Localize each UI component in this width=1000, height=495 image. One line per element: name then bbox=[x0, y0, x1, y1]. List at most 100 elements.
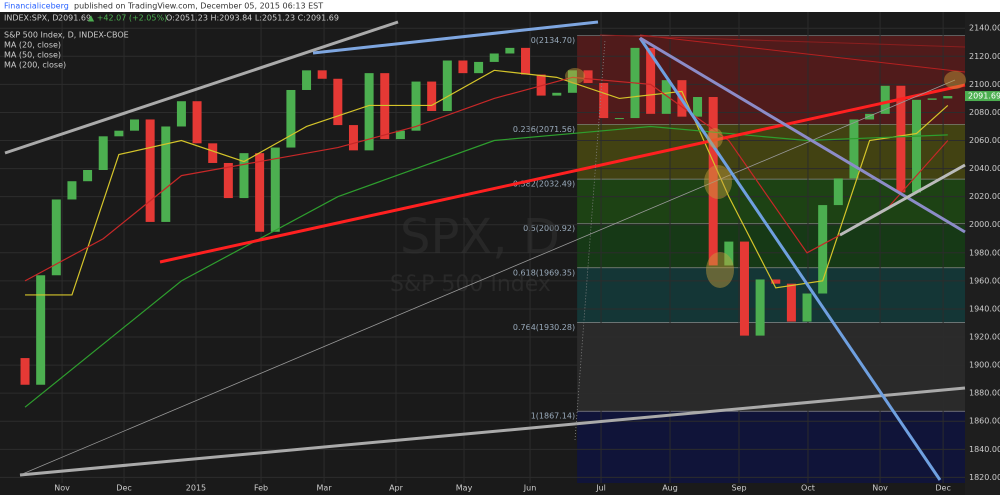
y-tick-label: 2140.00 bbox=[969, 24, 1000, 33]
candle-body bbox=[927, 98, 937, 100]
y-tick-label: 1920.00 bbox=[969, 333, 1000, 342]
x-tick-label: Oct bbox=[801, 484, 815, 493]
candle-body bbox=[583, 70, 593, 83]
trendline bbox=[639, 36, 966, 234]
candle-body bbox=[411, 81, 421, 131]
fib-trend bbox=[574, 39, 606, 441]
trendlines bbox=[4, 20, 966, 481]
candle-body bbox=[364, 73, 374, 151]
y-tick-label: 1840.00 bbox=[969, 445, 1000, 454]
fib-band bbox=[577, 267, 965, 323]
candle-body bbox=[395, 130, 405, 140]
trendline bbox=[839, 163, 966, 237]
candle-body bbox=[36, 275, 46, 385]
candle-body bbox=[912, 99, 922, 193]
price-tag bbox=[965, 91, 1000, 102]
x-tick-label: Jun bbox=[523, 484, 537, 493]
last: 2091.69 bbox=[58, 14, 91, 23]
trendline bbox=[19, 386, 966, 477]
candle-body bbox=[896, 85, 906, 193]
candle-body bbox=[802, 293, 812, 322]
candle-body bbox=[661, 80, 671, 114]
x-tick-label: Nov bbox=[54, 484, 70, 493]
legend-title: S&P 500 Index, D, INDEX-CBOE bbox=[4, 31, 129, 40]
candle-body bbox=[20, 358, 30, 385]
legend-entry: MA (20, close) bbox=[4, 41, 61, 50]
x-tick-label: Mar bbox=[317, 484, 333, 493]
info-line: INDEX:SPX, D 2091.69 ▲ +42.07 (+2.05%) O… bbox=[4, 14, 339, 23]
trendline bbox=[19, 79, 956, 476]
fib-label: 0.764(1930.28) bbox=[513, 323, 575, 332]
symbol: INDEX:SPX, D bbox=[4, 14, 58, 23]
candle-body bbox=[552, 92, 562, 96]
candle-body bbox=[286, 89, 296, 148]
y-tick-label: 1980.00 bbox=[969, 248, 1000, 257]
y-tick-label: 2020.00 bbox=[969, 192, 1000, 201]
x-tick-label: Apr bbox=[389, 484, 404, 493]
trendline bbox=[4, 20, 399, 155]
legend-entry: MA (50, close) bbox=[4, 51, 61, 60]
candle-body bbox=[83, 169, 93, 182]
header-bar bbox=[0, 0, 1000, 12]
x-tick-label: May bbox=[456, 484, 473, 493]
candle-body bbox=[833, 178, 843, 206]
x-tick-label: Jul bbox=[595, 484, 606, 493]
y-tick-label: 1860.00 bbox=[969, 417, 1000, 426]
candle-body bbox=[98, 136, 108, 170]
y-tick-label: 1880.00 bbox=[969, 389, 1000, 398]
candle-body bbox=[536, 74, 546, 96]
candle-body bbox=[474, 61, 484, 74]
fib-band bbox=[577, 322, 965, 412]
y-tick-label: 2060.00 bbox=[969, 136, 1000, 145]
x-tick-label: Dec bbox=[116, 484, 131, 493]
fib-label: 0.236(2071.56) bbox=[513, 125, 575, 134]
candle-body bbox=[442, 60, 452, 112]
legend-entry: MA (200, close) bbox=[4, 61, 66, 70]
y-tick-label: 1960.00 bbox=[969, 276, 1000, 285]
y-tick-label: 1900.00 bbox=[969, 361, 1000, 370]
x-tick-label: Dec bbox=[935, 484, 950, 493]
ma-line bbox=[24, 125, 948, 408]
ohlc: O:2051.23 H:2093.84 L:2051.23 C:2091.69 bbox=[166, 14, 339, 23]
x-tick-label: 2015 bbox=[186, 484, 206, 493]
fib-label: 0.382(2032.49) bbox=[513, 180, 575, 189]
candle-body bbox=[458, 60, 468, 74]
candle-body bbox=[427, 81, 437, 112]
x-tick-label: Feb bbox=[254, 484, 268, 493]
candle-body bbox=[208, 143, 218, 163]
candle-body bbox=[724, 241, 734, 266]
watermark: SPX, D bbox=[400, 209, 560, 265]
y-tick-label: 2040.00 bbox=[969, 164, 1000, 173]
trendline bbox=[312, 20, 599, 55]
candle-body bbox=[67, 181, 77, 200]
candle-body bbox=[755, 279, 765, 336]
trendline bbox=[638, 37, 942, 481]
fib-band bbox=[577, 411, 965, 483]
fib-label: 1(1867.14) bbox=[531, 412, 575, 421]
x-tick-label: Nov bbox=[872, 484, 888, 493]
candle-body bbox=[489, 53, 499, 62]
candle-body bbox=[239, 153, 249, 199]
ma-line bbox=[25, 69, 949, 296]
candle-body bbox=[771, 279, 781, 284]
candle-body bbox=[614, 118, 624, 120]
y-tick-label: 2100.00 bbox=[969, 80, 1000, 89]
candle-body bbox=[333, 78, 343, 126]
fib-label: 0.5(2000.92) bbox=[523, 224, 575, 233]
candle-body bbox=[176, 101, 186, 127]
highlight bbox=[704, 165, 732, 199]
candle-body bbox=[693, 97, 703, 117]
candle-body bbox=[599, 82, 609, 119]
y-tick-label: 2120.00 bbox=[969, 52, 1000, 61]
highlight bbox=[707, 128, 723, 148]
fib-band bbox=[577, 124, 965, 180]
trendline bbox=[159, 83, 966, 264]
candle-body bbox=[255, 153, 265, 232]
highlight bbox=[565, 68, 585, 84]
y-tick-label: 1940.00 bbox=[969, 304, 1000, 313]
publisher: Financialiceberg bbox=[4, 2, 69, 11]
candle-body bbox=[192, 101, 202, 144]
candle-body bbox=[849, 119, 859, 179]
ma-line bbox=[24, 76, 949, 282]
